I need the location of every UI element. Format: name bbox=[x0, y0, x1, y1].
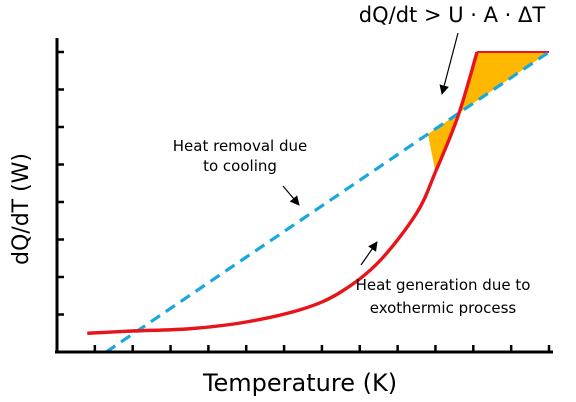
annotation-formula-text: dQ/dt > U · A · ΔT bbox=[359, 3, 546, 27]
annotation-formula: dQ/dt > U · A · ΔT bbox=[359, 3, 546, 95]
series-layer bbox=[87, 50, 550, 354]
annotation-removal-line-1: Heat removal due bbox=[173, 137, 307, 155]
x-ticks bbox=[55, 345, 551, 352]
danger-region bbox=[427, 52, 549, 172]
annotation-generation: Heat generation due to exothermic proces… bbox=[356, 241, 531, 317]
annotation-generation-arrow bbox=[360, 241, 378, 266]
annotation-formula-arrow bbox=[439, 32, 459, 95]
axes bbox=[55, 38, 553, 354]
heat-generation-curve bbox=[87, 51, 479, 335]
annotation-generation-line-2: exothermic process bbox=[370, 299, 517, 317]
y-axis-label: dQ/dT (W) bbox=[9, 153, 34, 265]
annotation-generation-line-1: Heat generation due to bbox=[356, 276, 531, 294]
x-axis-label: Temperature (K) bbox=[202, 369, 397, 397]
annotation-removal: Heat removal due to cooling bbox=[173, 137, 307, 206]
danger-region-layer bbox=[427, 51, 549, 172]
annotation-removal-arrow bbox=[282, 185, 300, 206]
y-ticks bbox=[57, 50, 64, 354]
annotation-removal-line-2: to cooling bbox=[203, 157, 277, 175]
